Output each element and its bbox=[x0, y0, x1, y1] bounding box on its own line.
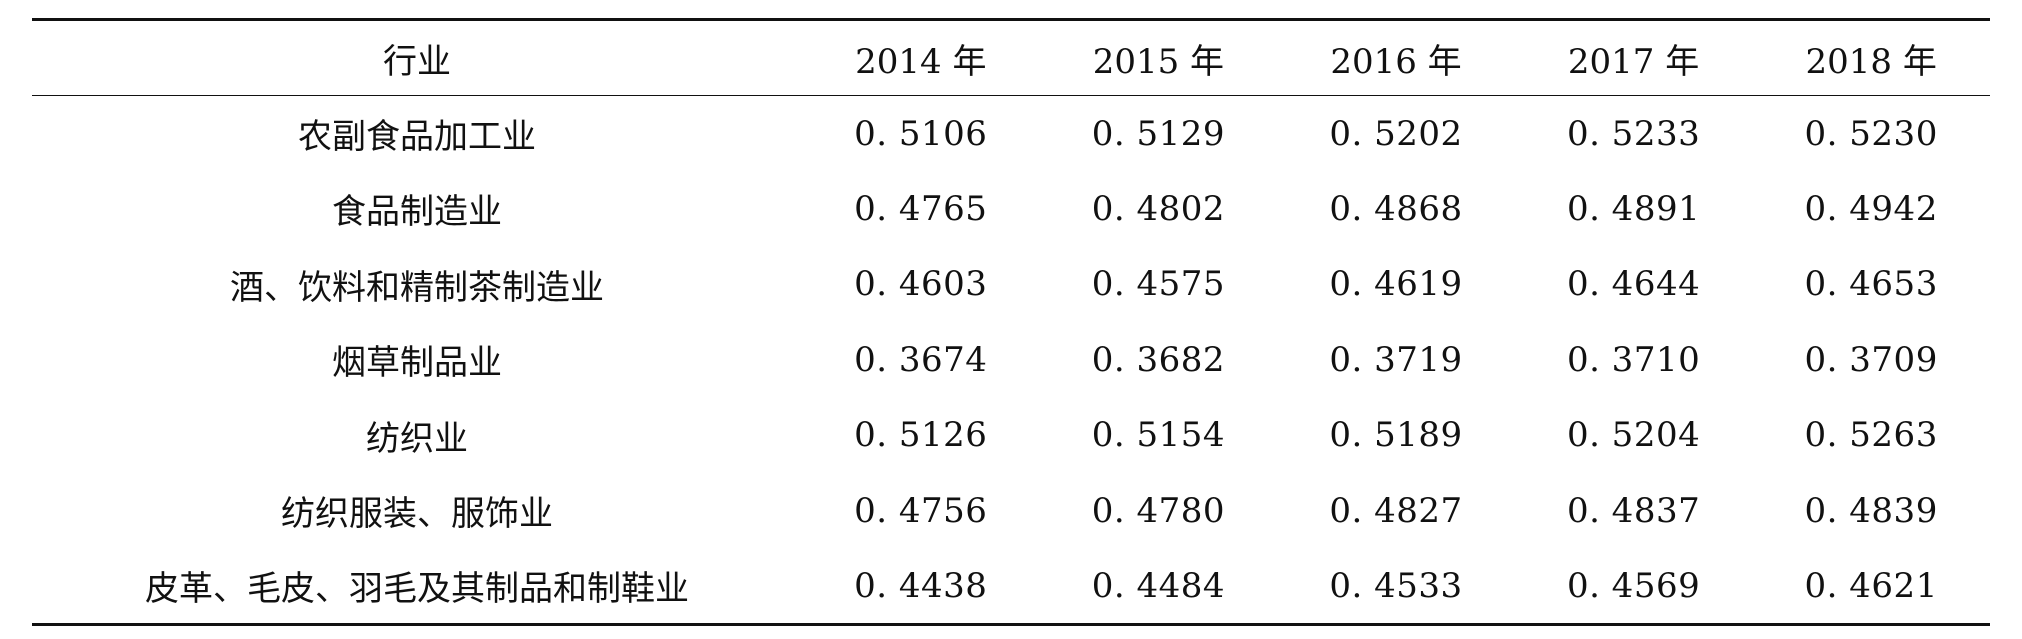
value-cell: 0. 4603 bbox=[854, 264, 988, 305]
table-row: 烟草制品业 0. 3674 0. 3682 0. 3719 0. 3710 0.… bbox=[32, 322, 1990, 398]
table-header: 行业 2014 年 2015 年 2016 年 2017 年 2018 年 bbox=[32, 18, 1990, 96]
value-cell: 0. 5263 bbox=[1804, 415, 1938, 456]
industry-cell: 食品制造业 bbox=[332, 192, 502, 233]
value-cell: 0. 4839 bbox=[1804, 490, 1938, 531]
industry-cell: 纺织服装、服饰业 bbox=[281, 494, 553, 535]
industry-cell: 农副食品加工业 bbox=[298, 117, 536, 157]
header-year-2016: 2016 年 bbox=[1277, 18, 1515, 96]
table-row: 纺织服装、服饰业 0. 4756 0. 4780 0. 4827 0. 4837… bbox=[32, 473, 1990, 549]
value-cell: 0. 4533 bbox=[1277, 548, 1515, 626]
value-cell: 0. 4837 bbox=[1566, 490, 1701, 531]
value-cell: 0. 4827 bbox=[1329, 490, 1463, 531]
value-cell: 0. 4756 bbox=[854, 490, 988, 531]
header-industry: 行业 bbox=[32, 18, 802, 96]
value-cell: 0. 5154 bbox=[1091, 415, 1226, 456]
header-year-2014: 2014 年 bbox=[802, 18, 1040, 96]
industry-cell: 酒、饮料和精制茶制造业 bbox=[230, 267, 604, 308]
value-cell: 0. 5204 bbox=[1566, 415, 1701, 456]
table-body: 农副食品加工业 0. 5106 0. 5129 0. 5202 0. 5233 … bbox=[32, 96, 1990, 626]
value-cell: 0. 3709 bbox=[1804, 339, 1938, 380]
value-cell: 0. 5189 bbox=[1329, 415, 1463, 456]
industry-cell: 烟草制品业 bbox=[332, 343, 502, 384]
industry-cell: 纺织业 bbox=[366, 418, 468, 459]
table-row: 纺织业 0. 5126 0. 5154 0. 5189 0. 5204 0. 5… bbox=[32, 398, 1990, 474]
value-cell: 0. 4619 bbox=[1329, 264, 1463, 305]
value-cell: 0. 4802 bbox=[1091, 188, 1226, 229]
value-cell: 0. 4868 bbox=[1329, 188, 1463, 229]
value-cell: 0. 5202 bbox=[1329, 113, 1463, 154]
value-cell: 0. 5233 bbox=[1566, 113, 1701, 154]
industry-cell: 皮革、毛皮、羽毛及其制品和制鞋业 bbox=[32, 548, 802, 626]
header-year-2015: 2015 年 bbox=[1039, 18, 1278, 96]
header-year-2018: 2018 年 bbox=[1752, 18, 1990, 96]
value-cell: 0. 3682 bbox=[1091, 339, 1226, 380]
table-row: 皮革、毛皮、羽毛及其制品和制鞋业 0. 4438 0. 4484 0. 4533… bbox=[32, 548, 1990, 626]
value-cell: 0. 5230 bbox=[1804, 113, 1938, 154]
value-cell: 0. 4621 bbox=[1752, 548, 1990, 626]
value-cell: 0. 5129 bbox=[1091, 113, 1226, 154]
value-cell: 0. 5106 bbox=[854, 113, 988, 154]
value-cell: 0. 4780 bbox=[1091, 490, 1226, 531]
value-cell: 0. 4644 bbox=[1566, 264, 1701, 305]
value-cell: 0. 4438 bbox=[802, 548, 1040, 626]
header-row: 行业 2014 年 2015 年 2016 年 2017 年 2018 年 bbox=[32, 18, 1990, 96]
value-cell: 0. 3719 bbox=[1329, 339, 1463, 380]
value-cell: 0. 4891 bbox=[1566, 188, 1701, 229]
industry-index-table: 行业 2014 年 2015 年 2016 年 2017 年 2018 年 农副… bbox=[32, 18, 1990, 626]
value-cell: 0. 4765 bbox=[854, 188, 988, 229]
header-year-2017: 2017 年 bbox=[1514, 18, 1753, 96]
value-cell: 0. 4569 bbox=[1514, 548, 1753, 626]
value-cell: 0. 3674 bbox=[854, 339, 988, 380]
value-cell: 0. 5126 bbox=[854, 415, 988, 456]
data-table-container: 行业 2014 年 2015 年 2016 年 2017 年 2018 年 农副… bbox=[32, 18, 1990, 626]
value-cell: 0. 3710 bbox=[1566, 339, 1701, 380]
value-cell: 0. 4942 bbox=[1804, 188, 1938, 229]
value-cell: 0. 4484 bbox=[1039, 548, 1278, 626]
table-row: 食品制造业 0. 4765 0. 4802 0. 4868 0. 4891 0.… bbox=[32, 171, 1990, 247]
value-cell: 0. 4575 bbox=[1091, 264, 1226, 305]
value-cell: 0. 4653 bbox=[1804, 264, 1938, 305]
table-row: 农副食品加工业 0. 5106 0. 5129 0. 5202 0. 5233 … bbox=[32, 96, 1990, 172]
table-row: 酒、饮料和精制茶制造业 0. 4603 0. 4575 0. 4619 0. 4… bbox=[32, 247, 1990, 323]
